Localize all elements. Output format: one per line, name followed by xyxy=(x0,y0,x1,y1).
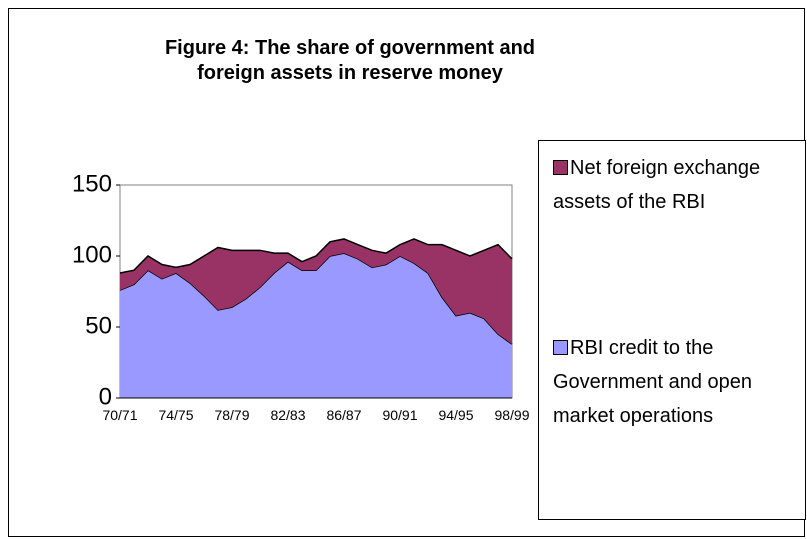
legend-swatch xyxy=(553,340,568,355)
y-tick-label: 50 xyxy=(85,312,112,339)
area-edge xyxy=(119,238,513,274)
legend-label: RBI credit to the Government and open ma… xyxy=(553,337,753,427)
y-tick-label: 150 xyxy=(72,170,112,197)
x-tick-label: 90/91 xyxy=(382,407,417,423)
legend-swatch xyxy=(553,160,568,175)
legend-item: RBI credit to the Government and open ma… xyxy=(553,331,793,433)
legend: RBI credit to the Government and open ma… xyxy=(538,140,806,520)
x-tick-label: 70/71 xyxy=(102,407,137,423)
y-tick-label: 100 xyxy=(72,241,112,268)
x-tick-label: 82/83 xyxy=(270,407,305,423)
y-tick-label: 0 xyxy=(99,383,112,410)
legend-item: Net foreign exchange assets of the RBI xyxy=(553,151,793,219)
area xyxy=(120,253,512,398)
legend-label: Net foreign exchange assets of the RBI xyxy=(553,157,761,213)
x-tick-label: 98/99 xyxy=(494,407,529,423)
area xyxy=(120,238,512,345)
x-tick-label: 86/87 xyxy=(326,407,361,423)
x-tick-label: 74/75 xyxy=(158,407,193,423)
x-tick-label: 94/95 xyxy=(438,407,473,423)
x-tick-label: 78/79 xyxy=(214,407,249,423)
chart-title: Figure 4: The share of government and fo… xyxy=(164,37,536,84)
